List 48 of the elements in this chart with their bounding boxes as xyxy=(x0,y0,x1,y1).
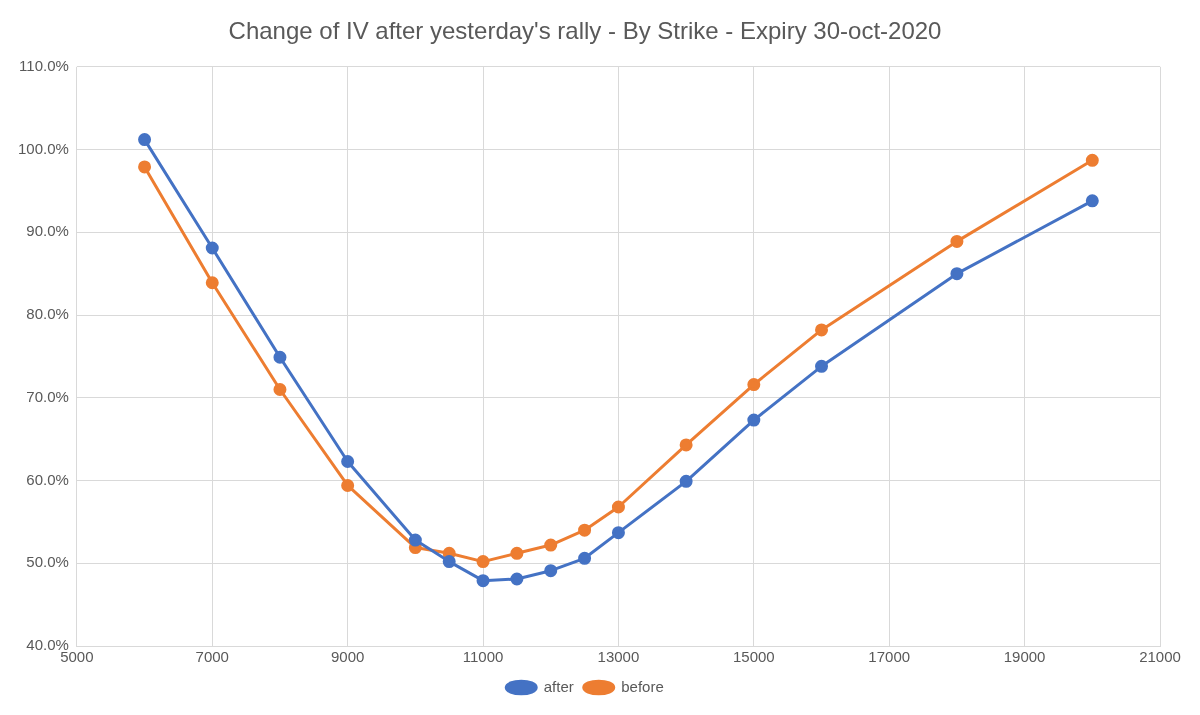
point xyxy=(679,474,693,488)
x-tick-label: 21000 xyxy=(1139,648,1181,666)
y-tick-label: 70.0% xyxy=(26,387,69,405)
point xyxy=(815,359,829,373)
y-tick-label: 90.0% xyxy=(26,222,69,240)
y-tick-label: 50.0% xyxy=(26,553,69,571)
point xyxy=(747,413,761,427)
x-tick-label: 13000 xyxy=(597,648,640,666)
point xyxy=(544,564,558,578)
point xyxy=(544,538,558,552)
point xyxy=(578,551,592,565)
point xyxy=(679,438,693,452)
point xyxy=(341,454,355,468)
point xyxy=(578,523,592,537)
y-tick-label: 80.0% xyxy=(26,305,69,323)
point xyxy=(747,378,761,392)
x-tick-label: 9000 xyxy=(330,648,365,666)
point xyxy=(1085,153,1099,167)
point xyxy=(273,350,287,364)
point xyxy=(611,526,625,540)
point xyxy=(138,133,152,147)
point xyxy=(138,160,152,174)
x-tick-label: 15000 xyxy=(732,648,775,666)
point xyxy=(510,546,524,560)
point xyxy=(815,323,829,337)
y-tick-label: 60.0% xyxy=(26,470,69,488)
x-tick-label: 17000 xyxy=(868,648,911,666)
point xyxy=(476,555,490,569)
point xyxy=(273,383,287,396)
y-tick-label: 110.0% xyxy=(19,56,69,74)
point xyxy=(205,241,219,255)
point xyxy=(476,574,490,588)
point xyxy=(408,533,422,547)
chart-title: Change of IV after yesterday's rally - By Strike - Expiry 30-oct-2020 xyxy=(228,17,942,45)
point xyxy=(611,500,625,514)
point xyxy=(510,572,524,586)
point xyxy=(950,234,964,248)
point xyxy=(1085,194,1099,208)
point xyxy=(341,478,355,492)
x-tick-label: 7000 xyxy=(195,648,229,666)
y-tick-label: 100.0% xyxy=(18,139,69,157)
point xyxy=(442,555,456,569)
x-tick-label: 19000 xyxy=(1003,648,1046,666)
legend-label: after xyxy=(543,677,574,695)
point xyxy=(205,276,219,290)
x-tick-label: 11000 xyxy=(462,648,504,666)
point xyxy=(950,267,964,281)
legend-label: before xyxy=(621,677,664,695)
